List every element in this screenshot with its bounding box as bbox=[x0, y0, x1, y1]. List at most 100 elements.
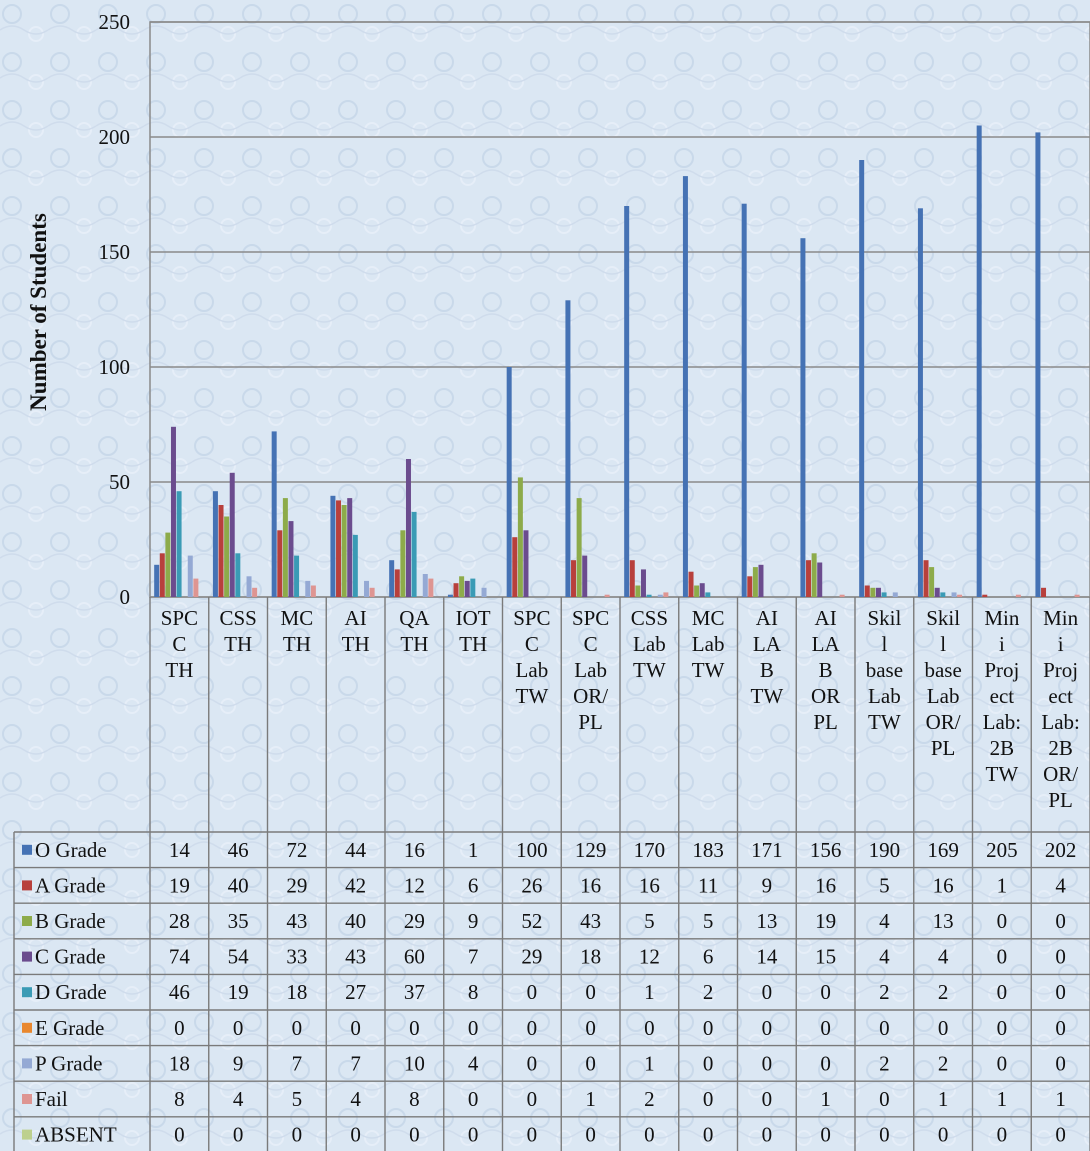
data-label: 0 bbox=[820, 1123, 831, 1147]
x-tick-label: base bbox=[924, 658, 961, 682]
bar-b-grade bbox=[812, 553, 817, 597]
data-label: 16 bbox=[639, 873, 660, 897]
data-label: 0 bbox=[938, 1016, 949, 1040]
data-label: 14 bbox=[169, 838, 191, 862]
data-label: 0 bbox=[1055, 909, 1066, 933]
data-label: 129 bbox=[575, 838, 607, 862]
bar-a-grade bbox=[982, 595, 987, 597]
data-label: 169 bbox=[927, 838, 959, 862]
data-label: 0 bbox=[644, 1123, 655, 1147]
bar-a-grade bbox=[806, 560, 811, 597]
legend-key bbox=[22, 880, 32, 890]
x-tick-label: SPC bbox=[161, 606, 198, 630]
x-tick-label: TW bbox=[692, 658, 725, 682]
data-label: 0 bbox=[233, 1016, 244, 1040]
data-label: 9 bbox=[233, 1051, 244, 1075]
data-label: 4 bbox=[233, 1087, 244, 1111]
x-tick-label: SPC bbox=[513, 606, 550, 630]
x-tick-label: TH bbox=[342, 632, 370, 656]
bar-p-grade bbox=[482, 588, 487, 597]
bar-c-grade bbox=[935, 588, 940, 597]
data-label: 37 bbox=[404, 980, 425, 1004]
data-label: 54 bbox=[228, 945, 250, 969]
data-label: 11 bbox=[698, 873, 718, 897]
data-label: 0 bbox=[997, 1016, 1008, 1040]
data-label: 0 bbox=[585, 1123, 596, 1147]
bar-o-grade bbox=[859, 160, 864, 597]
data-label: 0 bbox=[468, 1087, 479, 1111]
data-label: 0 bbox=[1055, 1123, 1066, 1147]
y-tick-label: 200 bbox=[99, 125, 131, 149]
x-tick-label: Proj bbox=[984, 658, 1019, 682]
x-tick-label: C bbox=[525, 632, 539, 656]
bar-fail bbox=[840, 595, 845, 597]
legend-key bbox=[22, 987, 32, 997]
x-tick-label: MC bbox=[281, 606, 314, 630]
data-label: 6 bbox=[703, 945, 714, 969]
bar-o-grade bbox=[330, 496, 335, 597]
bar-d-grade bbox=[353, 535, 358, 597]
x-tick-label: Skil bbox=[926, 606, 960, 630]
data-label: 0 bbox=[527, 980, 538, 1004]
bar-b-grade bbox=[400, 530, 405, 597]
data-label: 1 bbox=[585, 1087, 596, 1111]
x-tick-label: l bbox=[940, 632, 946, 656]
data-label: 8 bbox=[468, 980, 479, 1004]
data-label: 0 bbox=[468, 1123, 479, 1147]
bar-fail bbox=[428, 579, 433, 597]
data-label: 0 bbox=[1055, 1016, 1066, 1040]
bar-a-grade bbox=[336, 500, 341, 597]
data-label: 205 bbox=[986, 838, 1018, 862]
data-label: 0 bbox=[879, 1087, 890, 1111]
data-label: 0 bbox=[233, 1123, 244, 1147]
data-label: 1 bbox=[468, 838, 479, 862]
data-label: 35 bbox=[228, 909, 249, 933]
legend-entry: O Grade bbox=[35, 838, 107, 862]
legend-key bbox=[22, 1094, 32, 1104]
bar-a-grade bbox=[277, 530, 282, 597]
x-tick-label: Lab: bbox=[1041, 710, 1079, 734]
data-label: 9 bbox=[762, 873, 773, 897]
data-label: 0 bbox=[409, 1016, 420, 1040]
data-label: 1 bbox=[1055, 1087, 1066, 1111]
x-tick-label: CSS bbox=[631, 606, 668, 630]
data-label: 0 bbox=[762, 1087, 773, 1111]
bar-a-grade bbox=[571, 560, 576, 597]
bar-o-grade bbox=[742, 204, 747, 597]
bar-d-grade bbox=[235, 553, 240, 597]
plot-area-frame bbox=[150, 22, 1090, 597]
data-label: 29 bbox=[286, 873, 307, 897]
bar-o-grade bbox=[918, 208, 923, 597]
data-label: 19 bbox=[815, 909, 836, 933]
x-tick-label: Proj bbox=[1043, 658, 1078, 682]
legend-entry: E Grade bbox=[35, 1016, 104, 1040]
data-label: 0 bbox=[350, 1123, 361, 1147]
bar-c-grade bbox=[230, 473, 235, 597]
data-label: 0 bbox=[292, 1123, 303, 1147]
bar-p-grade bbox=[188, 556, 193, 597]
data-label: 2 bbox=[938, 1051, 949, 1075]
data-label: 4 bbox=[468, 1051, 479, 1075]
data-label: 16 bbox=[404, 838, 425, 862]
y-tick-label: 100 bbox=[99, 355, 131, 379]
bar-b-grade bbox=[283, 498, 288, 597]
data-label: 28 bbox=[169, 909, 190, 933]
x-tick-label: C bbox=[584, 632, 598, 656]
data-label: 0 bbox=[879, 1123, 890, 1147]
bar-c-grade bbox=[171, 427, 176, 597]
data-label: 1 bbox=[644, 980, 655, 1004]
data-label: 5 bbox=[703, 909, 714, 933]
data-label: 0 bbox=[703, 1016, 714, 1040]
legend-entry: A Grade bbox=[35, 873, 106, 897]
x-tick-label: TH bbox=[283, 632, 311, 656]
data-label: 8 bbox=[174, 1087, 185, 1111]
data-label: 0 bbox=[644, 1016, 655, 1040]
bar-b-grade bbox=[342, 505, 347, 597]
data-label: 19 bbox=[169, 873, 190, 897]
x-tick-label: TH bbox=[165, 658, 193, 682]
legend-entry: P Grade bbox=[35, 1051, 102, 1075]
data-label: 27 bbox=[345, 980, 366, 1004]
data-label: 0 bbox=[703, 1051, 714, 1075]
bar-b-grade bbox=[577, 498, 582, 597]
